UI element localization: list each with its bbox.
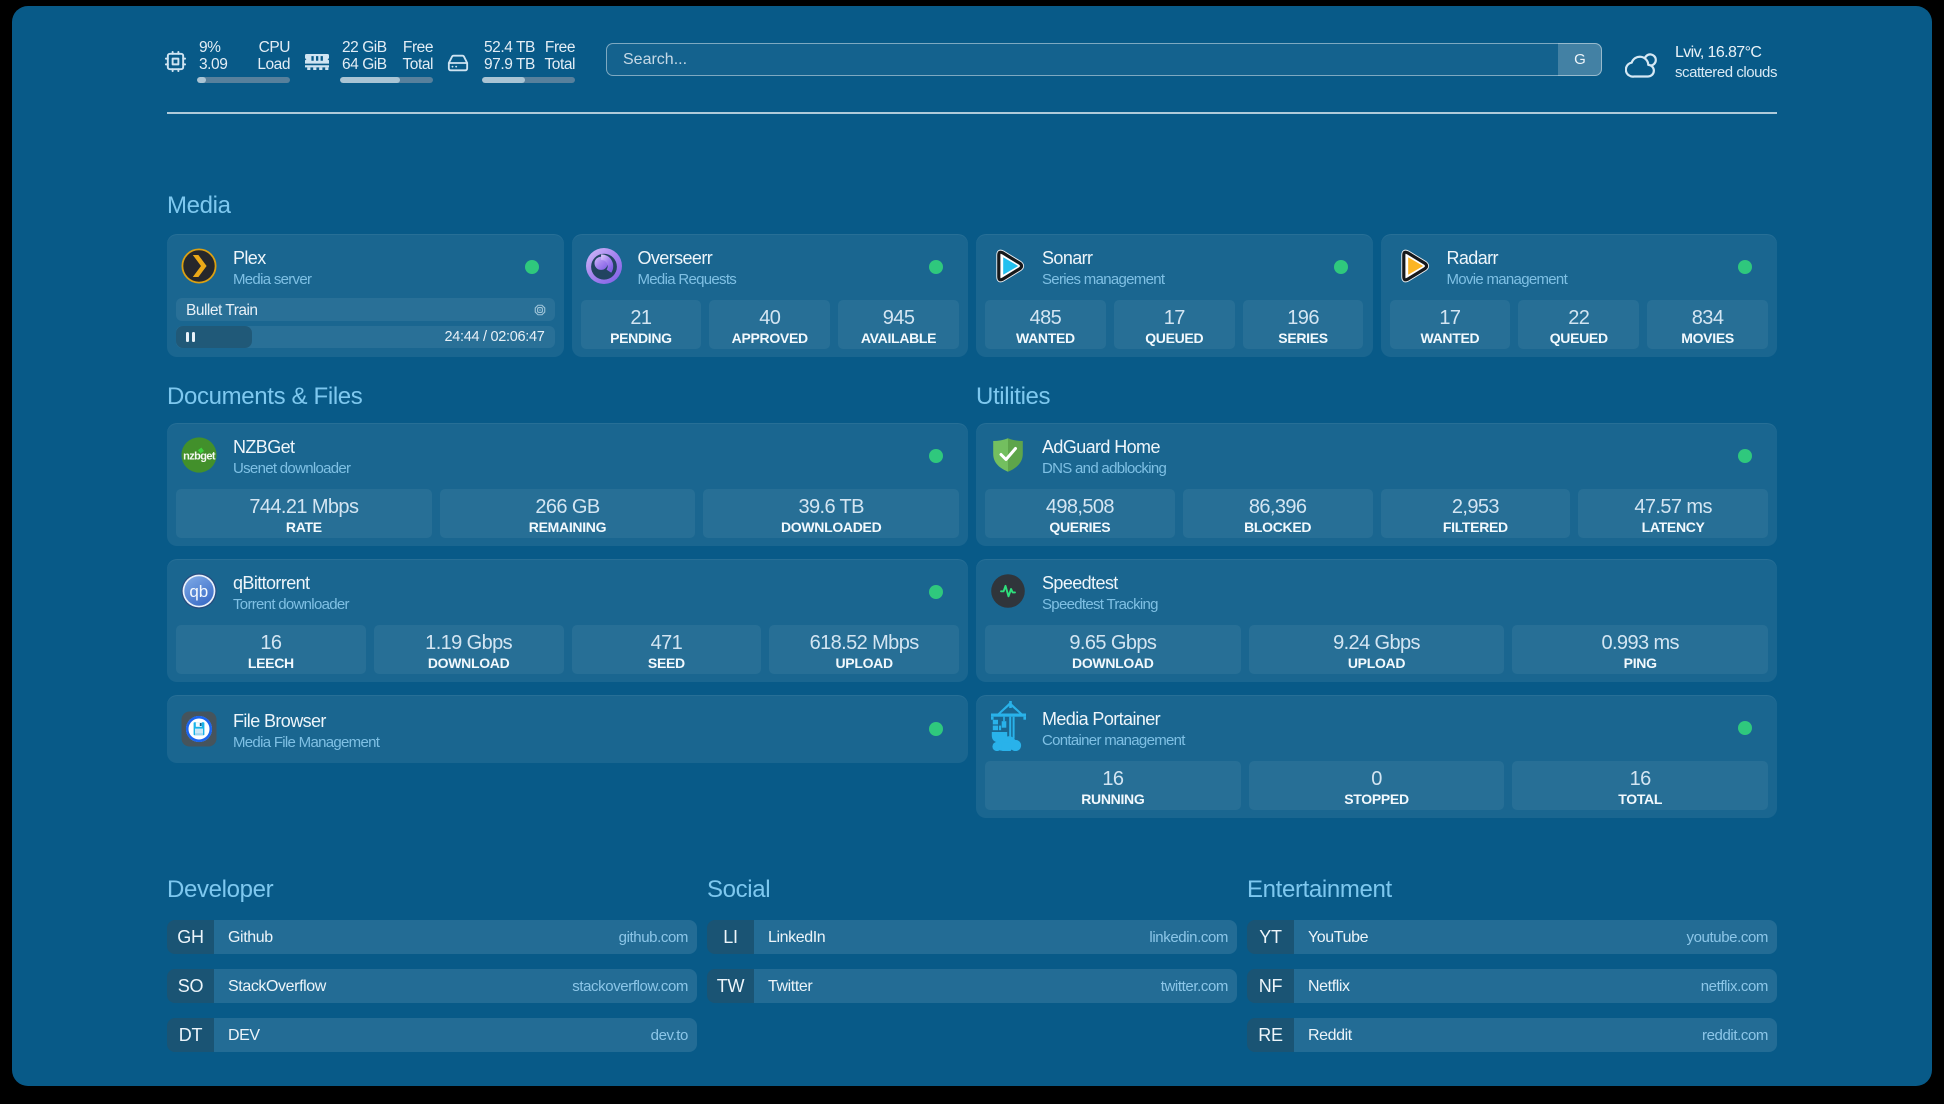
svg-text:nzbget: nzbget [183,451,216,463]
svg-text:qb: qb [189,582,208,601]
